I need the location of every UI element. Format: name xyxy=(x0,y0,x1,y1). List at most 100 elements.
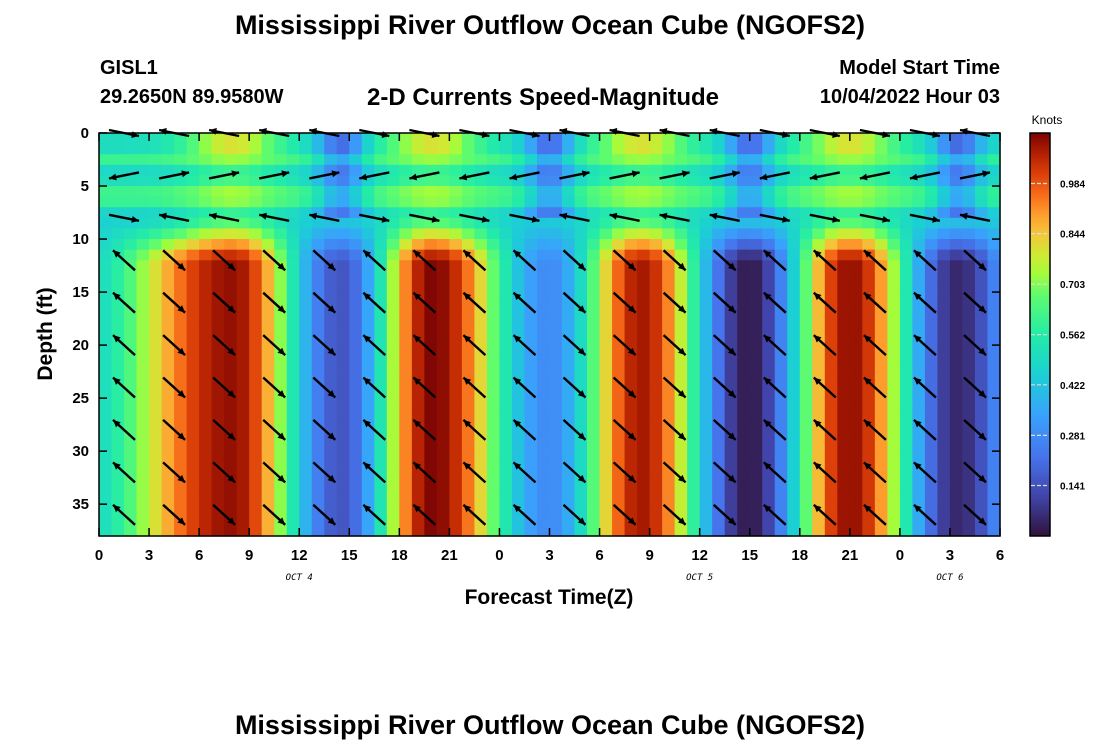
heatmap-cell xyxy=(99,154,113,166)
heatmap-cell xyxy=(862,493,876,505)
heatmap-cell xyxy=(286,164,300,177)
heatmap-cell xyxy=(286,260,300,272)
heatmap-cell xyxy=(874,133,888,145)
heatmap-cell xyxy=(261,186,275,198)
heatmap-cell xyxy=(299,408,313,420)
current-vector xyxy=(512,334,537,356)
heatmap-cell xyxy=(587,302,601,314)
heatmap-cell xyxy=(424,281,438,293)
heatmap-cell xyxy=(99,164,113,177)
heatmap-cell xyxy=(211,366,225,378)
heatmap-cell xyxy=(674,355,688,367)
heatmap-cell xyxy=(649,249,663,261)
heatmap-cell xyxy=(274,334,288,346)
heatmap-cell xyxy=(637,292,651,304)
heatmap-cell xyxy=(787,440,801,452)
heatmap-cell xyxy=(887,175,901,187)
heatmap-cell xyxy=(599,451,613,463)
heatmap-cell xyxy=(136,493,150,505)
heatmap-cell xyxy=(274,207,288,219)
heatmap-cell xyxy=(449,482,463,495)
heatmap-cell xyxy=(374,164,388,177)
heatmap-cell xyxy=(424,133,438,145)
heatmap-cell xyxy=(199,440,213,452)
heatmap-cell xyxy=(799,143,813,155)
heatmap-cell xyxy=(299,281,313,293)
heatmap-cell xyxy=(862,313,876,325)
heatmap-cell xyxy=(236,292,250,304)
heatmap-cell xyxy=(111,440,125,452)
heatmap-cell xyxy=(787,175,801,187)
heatmap-cell xyxy=(849,504,863,516)
heatmap-cell xyxy=(862,186,876,198)
current-vector xyxy=(963,503,987,526)
heatmap-cell xyxy=(987,408,1001,420)
current-vector xyxy=(112,419,136,441)
heatmap-cell xyxy=(236,408,250,420)
heatmap-cell xyxy=(536,398,551,410)
heatmap-cell xyxy=(211,228,225,240)
heatmap-cell xyxy=(674,376,688,389)
heatmap-cell xyxy=(599,175,613,187)
heatmap-cell xyxy=(136,504,150,516)
heatmap-cell xyxy=(699,217,713,230)
heatmap-cell xyxy=(887,196,901,208)
heatmap-cell xyxy=(436,482,450,495)
heatmap-cell xyxy=(399,133,413,145)
heatmap-cell xyxy=(749,493,763,505)
heatmap-cell xyxy=(174,281,188,293)
heatmap-cell xyxy=(536,186,551,198)
heatmap-cell xyxy=(824,186,838,198)
heatmap-cell xyxy=(662,239,676,251)
heatmap-cell xyxy=(987,323,1001,336)
heatmap-cell xyxy=(99,366,113,378)
current-vector xyxy=(963,249,987,272)
heatmap-cell xyxy=(211,451,225,463)
heatmap-cell xyxy=(386,228,400,240)
heatmap-cell xyxy=(186,387,200,399)
heatmap-cell xyxy=(599,323,613,336)
heatmap-cell xyxy=(599,525,613,537)
heatmap-cell xyxy=(737,345,751,357)
heatmap-cell xyxy=(749,408,763,420)
heatmap-cell xyxy=(662,228,676,240)
heatmap-cell xyxy=(336,355,350,367)
heatmap-cell xyxy=(737,207,751,219)
heatmap-cell xyxy=(949,196,964,208)
heatmap-cell xyxy=(687,419,701,431)
current-vector xyxy=(662,376,687,399)
heatmap-cell xyxy=(386,408,400,420)
heatmap-cell xyxy=(511,408,526,420)
heatmap-cell xyxy=(124,504,138,516)
heatmap-cell xyxy=(286,281,300,293)
heatmap-cell xyxy=(386,196,400,208)
heatmap-cell xyxy=(949,143,964,155)
heatmap-cell xyxy=(186,260,200,272)
heatmap-cell xyxy=(211,398,225,410)
heatmap-cell xyxy=(174,525,188,537)
heatmap-cell xyxy=(386,493,400,505)
heatmap-cell xyxy=(849,164,863,177)
heatmap-cell xyxy=(874,493,888,505)
heatmap-cell xyxy=(524,355,538,367)
heatmap-cell xyxy=(674,408,688,420)
heatmap-cell xyxy=(336,207,350,219)
heatmap-cell xyxy=(499,239,513,251)
heatmap-cell xyxy=(174,186,188,198)
heatmap-cell xyxy=(249,429,263,442)
heatmap-cell xyxy=(361,345,375,357)
heatmap-cell xyxy=(674,186,688,198)
current-vector xyxy=(913,503,937,526)
heatmap-cell xyxy=(299,207,313,219)
heatmap-cell xyxy=(436,186,450,198)
heatmap-cell xyxy=(649,398,663,410)
heatmap-cell xyxy=(186,281,200,293)
heatmap-cell xyxy=(549,217,563,230)
heatmap-cell xyxy=(411,493,425,505)
heatmap-cell xyxy=(149,164,163,177)
heatmap-cell xyxy=(924,186,939,198)
heatmap-cell xyxy=(424,525,438,537)
heatmap-cell xyxy=(762,429,776,442)
heatmap-cell xyxy=(824,239,838,251)
heatmap-cell xyxy=(862,133,876,145)
